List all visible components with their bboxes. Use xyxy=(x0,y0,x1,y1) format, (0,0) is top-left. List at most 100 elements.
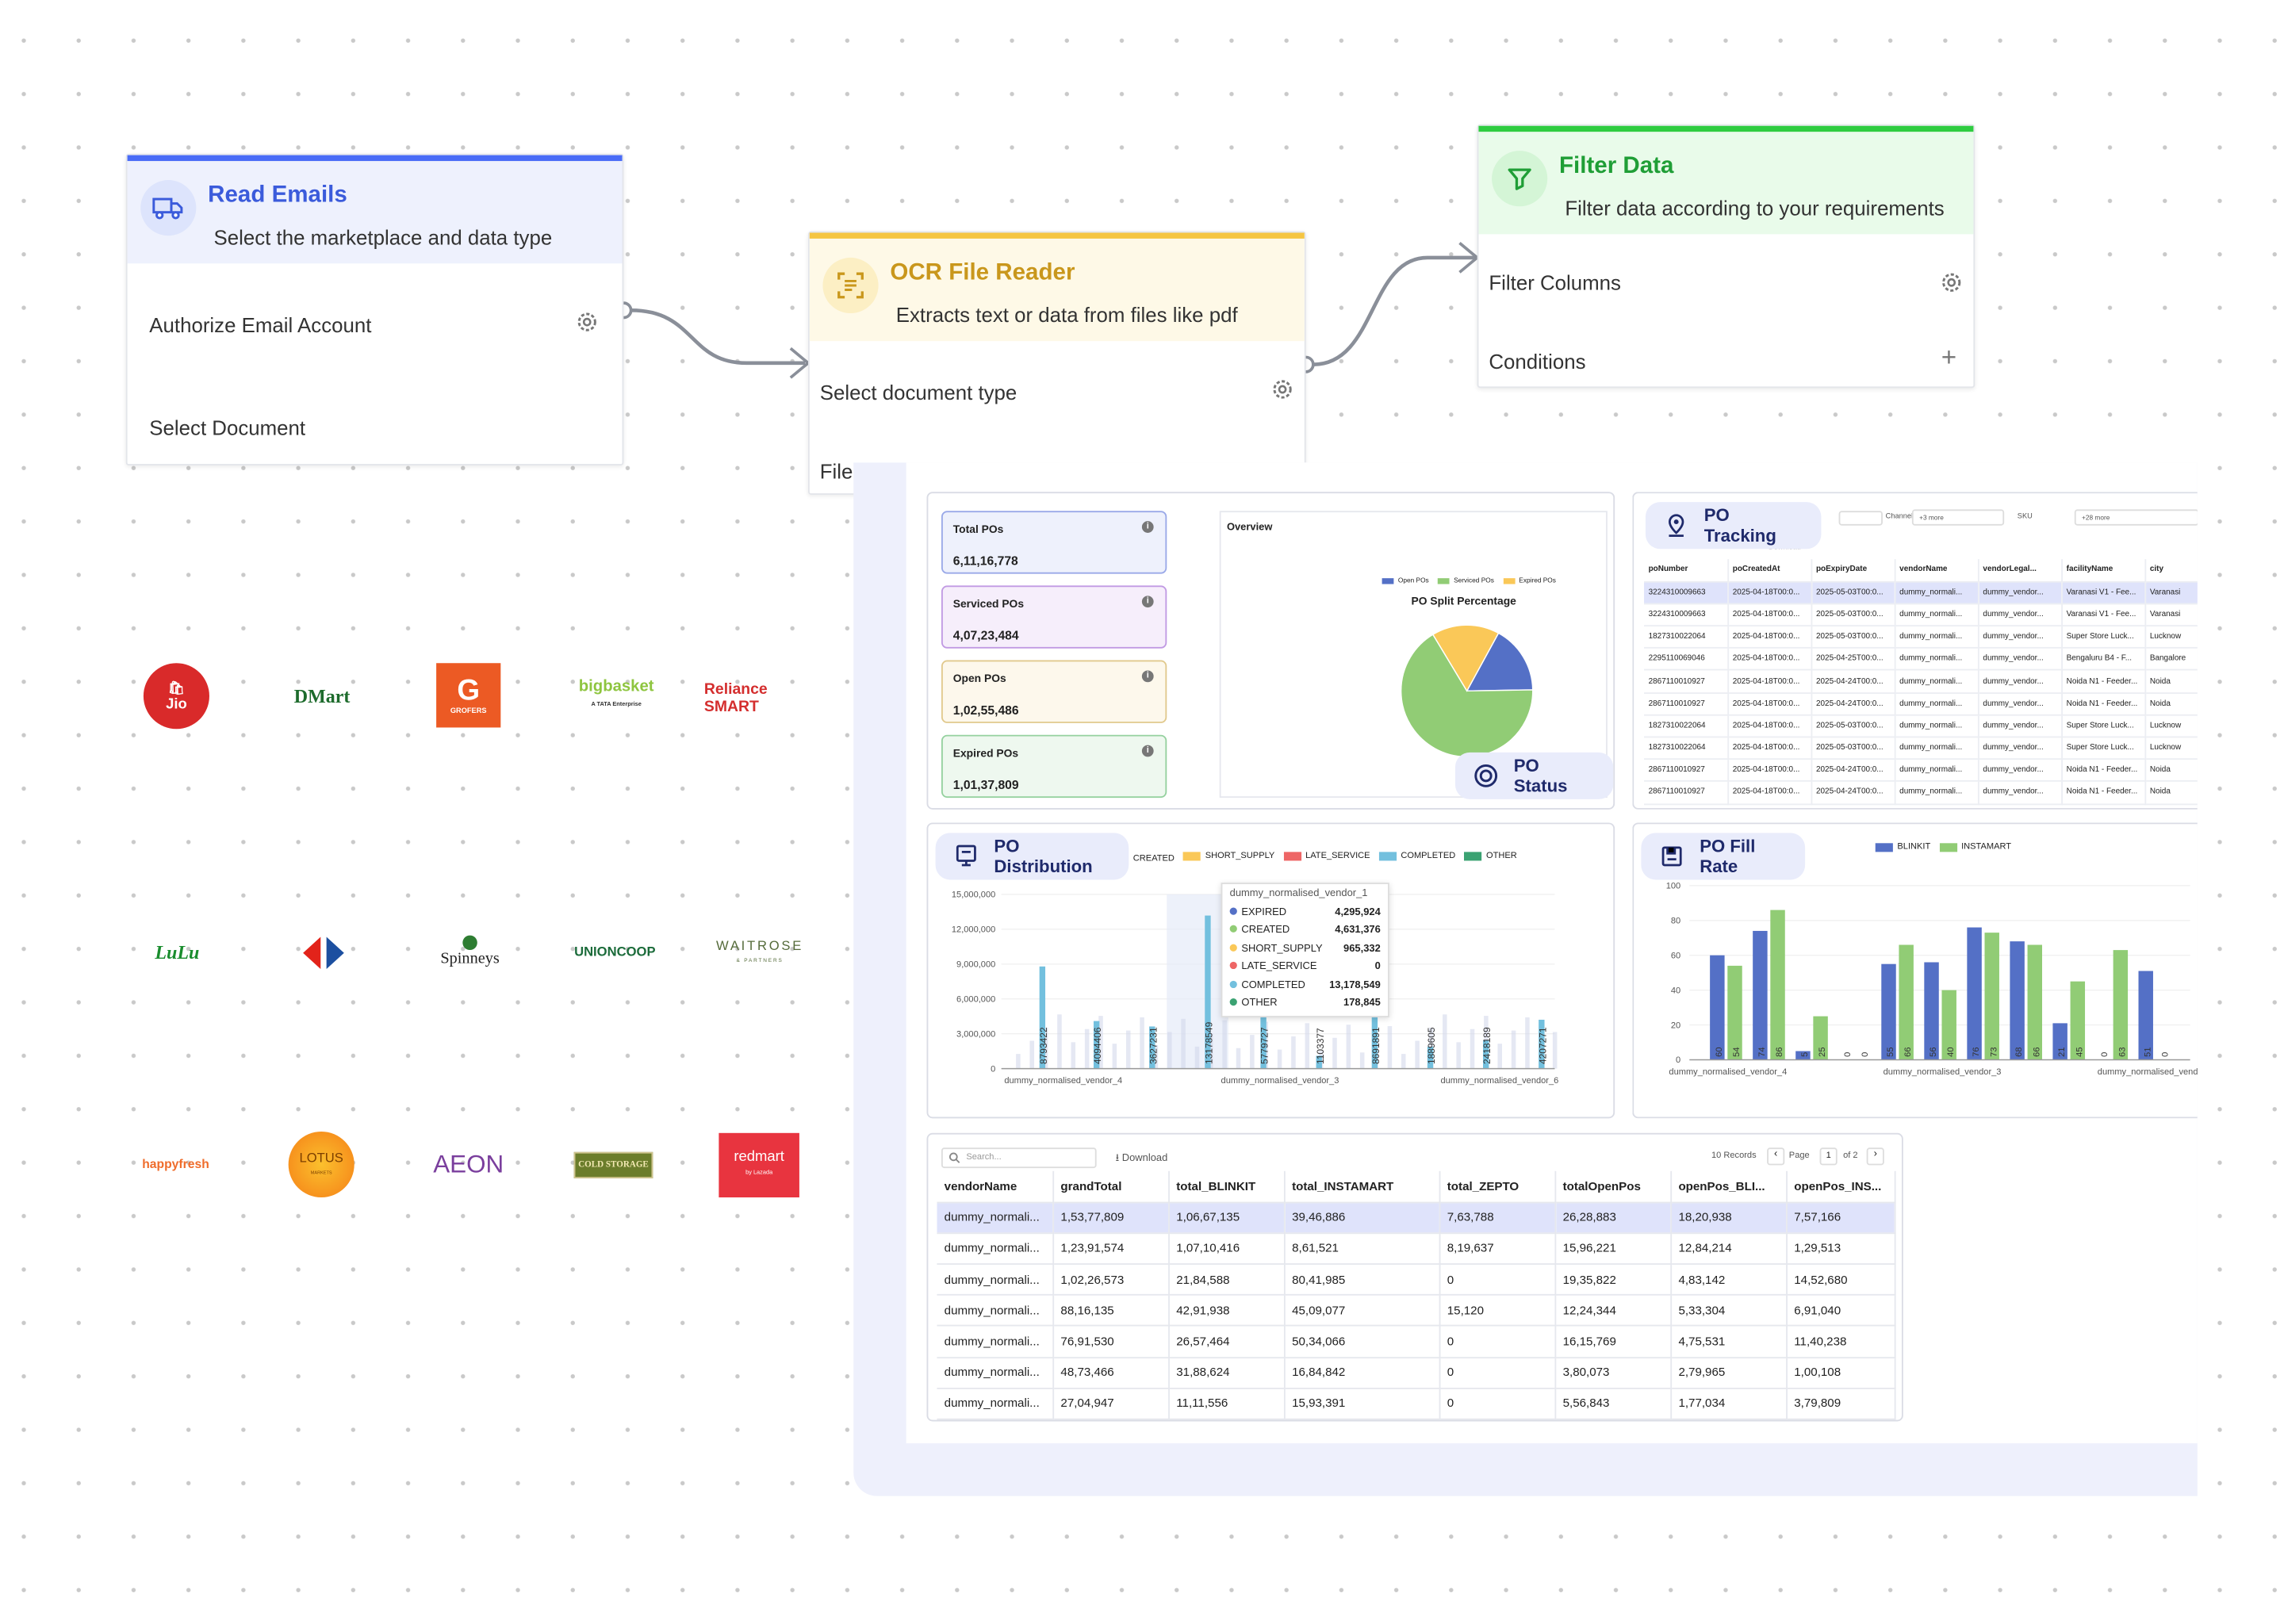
bar[interactable] xyxy=(1727,965,1742,1060)
column-header[interactable]: facilityName xyxy=(2061,559,2146,583)
bar[interactable] xyxy=(1770,910,1785,1060)
table-row[interactable]: 3224310009663 2025-04-18T00:0... 2025-05-0… xyxy=(1644,581,2198,605)
tooltip-series: EXPIRED xyxy=(1229,907,1286,917)
bar[interactable] xyxy=(1795,1051,1811,1060)
table-row[interactable]: dummy_normali... 48,73,466 31,88,624 16,84,… xyxy=(937,1357,1895,1389)
table-row[interactable]: 3224310009663 2025-04-18T00:0... 2025-05-0… xyxy=(1644,603,2198,627)
table-cell: 3,79,809 xyxy=(1786,1388,1895,1420)
bar[interactable] xyxy=(1710,955,1725,1060)
bar[interactable] xyxy=(1149,1026,1155,1069)
column-header[interactable]: grandTotal xyxy=(1052,1170,1170,1203)
bar[interactable] xyxy=(2113,950,2129,1060)
bar[interactable] xyxy=(2138,971,2153,1060)
channel-select[interactable]: +3 more xyxy=(1911,509,2005,526)
po-tracking-tag: PO Tracking xyxy=(1645,502,1822,550)
select-document-row[interactable]: Select Document xyxy=(149,416,306,439)
table-row[interactable]: 2867110010927 2025-04-18T00:0... 2025-04-2… xyxy=(1644,781,2198,805)
bar[interactable] xyxy=(1316,1055,1322,1069)
table-row[interactable]: dummy_normali... 1,23,91,574 1,07,10,416 8,… xyxy=(937,1233,1895,1266)
bar[interactable] xyxy=(1899,944,1914,1060)
bar[interactable] xyxy=(1371,967,1378,1069)
table-cell: 18,20,938 xyxy=(1670,1201,1788,1234)
bar[interactable] xyxy=(1093,1021,1100,1069)
faint-bar xyxy=(1332,1037,1337,1069)
page-number-input[interactable]: 1 xyxy=(1819,1147,1838,1166)
table-row[interactable]: 2295110069046 2025-04-18T00:0... 2025-04-2… xyxy=(1644,648,2198,672)
table-cell: Lucknow xyxy=(2144,714,2198,738)
column-header[interactable]: vendorName xyxy=(937,1170,1054,1203)
bar[interactable] xyxy=(1482,1040,1489,1069)
bar[interactable] xyxy=(2070,981,2086,1060)
bar[interactable] xyxy=(1427,1046,1434,1069)
bar[interactable] xyxy=(1967,927,1982,1060)
pie-slice[interactable] xyxy=(1431,624,1500,692)
column-header[interactable]: poExpiryDate xyxy=(1811,559,1895,583)
settings-gear-icon[interactable] xyxy=(1270,377,1294,401)
column-header[interactable]: poNumber xyxy=(1644,559,1729,583)
column-header[interactable]: vendorLegal... xyxy=(1977,559,2063,583)
y-tick-label: 3,000,000 xyxy=(956,1029,995,1039)
ocr-file-reader-node[interactable]: OCR File Reader Extracts text or data fr… xyxy=(807,231,1306,495)
overview-title: Overview xyxy=(1226,523,1273,533)
prev-page-button[interactable]: ‹ xyxy=(1767,1147,1785,1166)
settings-gear-icon[interactable] xyxy=(1940,271,1964,295)
sku-select[interactable]: +28 more xyxy=(2074,509,2198,526)
series-dot xyxy=(1229,944,1237,952)
table-row[interactable]: 1827310022064 2025-04-18T00:0... 2025-05-0… xyxy=(1644,737,2198,760)
read-emails-node[interactable]: Read Emails Select the marketplace and d… xyxy=(125,153,624,466)
bar-label: 25 xyxy=(1818,1047,1827,1056)
column-header[interactable]: total_INSTAMART xyxy=(1283,1170,1440,1203)
select-document-type-row[interactable]: Select document type xyxy=(819,380,1017,404)
bar[interactable] xyxy=(2027,944,2043,1060)
table-row[interactable]: 1827310022064 2025-04-18T00:0... 2025-05-0… xyxy=(1644,714,2198,738)
table-row[interactable]: dummy_normali... 88,16,135 42,91,938 45,09,… xyxy=(937,1295,1895,1327)
bar[interactable] xyxy=(2052,1023,2067,1060)
pie-slice[interactable] xyxy=(1466,632,1534,692)
column-header[interactable]: totalOpenPos xyxy=(1554,1170,1672,1203)
table-row[interactable]: 1827310022064 2025-04-18T00:0... 2025-05-0… xyxy=(1644,626,2198,649)
bar[interactable] xyxy=(1753,930,1768,1060)
bar[interactable] xyxy=(1539,1019,1545,1069)
table-row[interactable]: 2867110010927 2025-04-18T00:0... 2025-04-2… xyxy=(1644,759,2198,783)
column-header[interactable]: city xyxy=(2144,559,2198,583)
settings-gear-icon[interactable] xyxy=(575,310,599,334)
bar[interactable] xyxy=(1941,990,1956,1060)
pie-slice[interactable] xyxy=(1400,634,1534,758)
bar[interactable] xyxy=(1205,915,1211,1069)
add-condition-icon[interactable]: + xyxy=(1941,342,1957,372)
table-cell: 2867110010927 xyxy=(1644,781,1729,805)
column-header[interactable]: vendorName xyxy=(1894,559,1979,583)
table-row[interactable]: dummy_normali... 1,02,26,573 21,84,588 80,4… xyxy=(937,1264,1895,1297)
filter-dropdown[interactable] xyxy=(1838,511,1883,526)
authorize-email-row[interactable]: Authorize Email Account xyxy=(149,313,372,337)
conditions-row[interactable]: Conditions xyxy=(1489,350,1586,373)
bar[interactable] xyxy=(1924,962,1939,1060)
column-header[interactable]: total_ZEPTO xyxy=(1439,1170,1556,1203)
table-row[interactable]: 2867110010927 2025-04-18T00:0... 2025-04-2… xyxy=(1644,692,2198,716)
file-row[interactable]: File xyxy=(819,459,853,484)
table-row[interactable]: dummy_normali... 1,53,77,809 1,06,67,135 39… xyxy=(937,1201,1895,1234)
download-button[interactable]: ⭳ Download xyxy=(1115,1153,1168,1164)
table-cell: 31,88,624 xyxy=(1168,1357,1285,1389)
table-row[interactable]: 2867110010927 2025-04-18T00:0... 2025-04-2… xyxy=(1644,670,2198,694)
bar[interactable] xyxy=(1260,1001,1267,1069)
next-page-button[interactable]: › xyxy=(1866,1147,1884,1166)
bar[interactable] xyxy=(1881,963,1896,1060)
filter-columns-row[interactable]: Filter Columns xyxy=(1489,270,1621,295)
bar[interactable] xyxy=(1813,1016,1828,1060)
bar[interactable] xyxy=(2010,941,2025,1060)
filter-data-node[interactable]: Filter Data Filter data according to you… xyxy=(1477,124,1976,389)
search-input[interactable]: Search... xyxy=(941,1147,1097,1169)
bar[interactable] xyxy=(1039,966,1046,1069)
table-cell: dummy_normali... xyxy=(1894,626,1979,649)
table-cell: dummy_normali... xyxy=(937,1295,1054,1327)
record-count: 10 Records xyxy=(1711,1151,1757,1161)
table-row[interactable]: dummy_normali... 76,91,530 26,57,464 50,34,… xyxy=(937,1326,1895,1358)
column-header[interactable]: openPos_BLI... xyxy=(1670,1170,1788,1203)
bar[interactable] xyxy=(1984,933,1999,1060)
column-header[interactable]: total_BLINKIT xyxy=(1168,1170,1285,1203)
column-header[interactable]: openPos_INS... xyxy=(1786,1170,1895,1203)
column-header[interactable]: poCreatedAt xyxy=(1727,559,1812,583)
table-row[interactable]: dummy_normali... 27,04,947 11,11,556 15,93,… xyxy=(937,1388,1895,1420)
table-cell: 26,57,464 xyxy=(1168,1326,1285,1358)
